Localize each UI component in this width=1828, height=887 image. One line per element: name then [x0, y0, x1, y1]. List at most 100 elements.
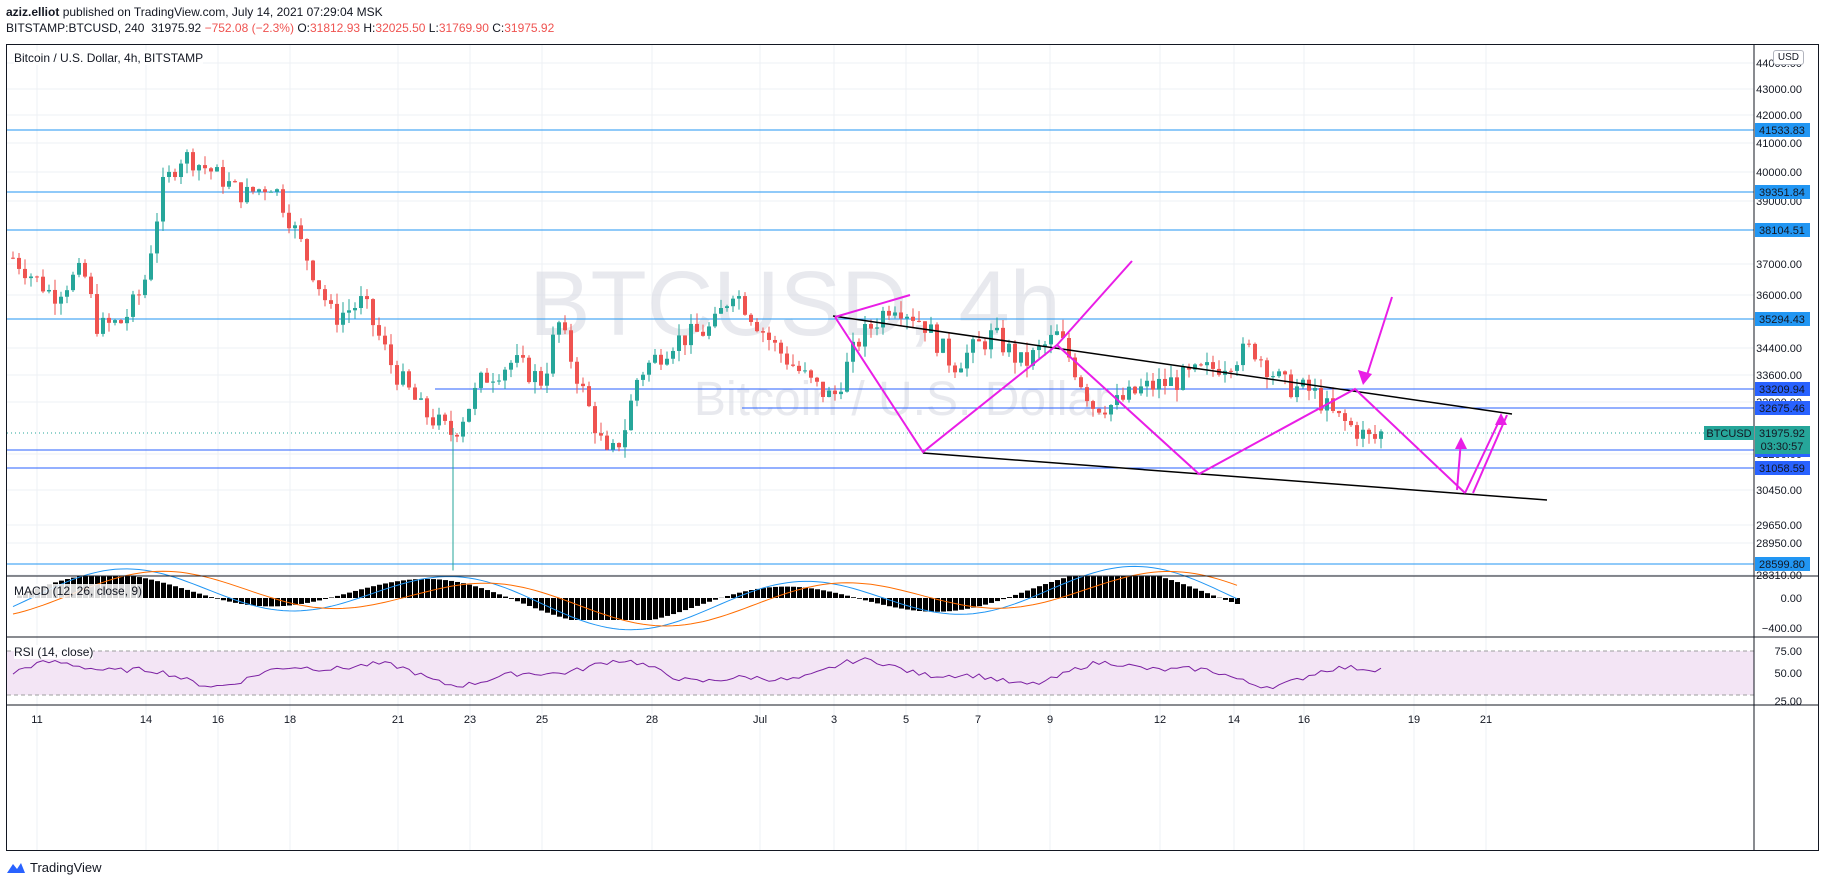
- candle-body: [1259, 359, 1263, 361]
- macd-bar: [1163, 578, 1168, 598]
- candle-body: [1091, 401, 1095, 409]
- upper-trend-line[interactable]: [832, 315, 1513, 415]
- open-value: 31812.93: [309, 21, 361, 35]
- macd-bar: [977, 598, 982, 607]
- horizontal-levels[interactable]: [7, 129, 1754, 565]
- level-label: 41533.83: [1759, 125, 1805, 137]
- macd-bar: [263, 598, 268, 607]
- candle-body: [269, 191, 273, 193]
- price-tick: 33600.00: [1756, 370, 1802, 382]
- price-tick: 42000.00: [1756, 110, 1802, 122]
- macd-bar: [1013, 594, 1018, 598]
- candle-body: [311, 260, 315, 281]
- candle-body: [593, 406, 597, 434]
- candle-body: [35, 276, 39, 278]
- candle-body: [893, 312, 897, 316]
- candle-body: [221, 167, 225, 187]
- macd-bar: [893, 598, 898, 608]
- macd-bar: [1139, 576, 1144, 598]
- macd-bar: [887, 598, 892, 607]
- candle-body: [467, 408, 471, 422]
- candle-body: [1043, 344, 1047, 347]
- candle-body: [383, 335, 387, 345]
- time-tick: 3: [831, 714, 837, 726]
- candle-body: [305, 239, 309, 261]
- tradingview-brand[interactable]: TradingView: [30, 860, 102, 875]
- currency-badge[interactable]: USD: [1772, 50, 1804, 65]
- candle-body: [791, 364, 795, 366]
- candle-body: [917, 320, 921, 322]
- candle-body: [125, 316, 129, 324]
- candle-body: [1241, 343, 1245, 366]
- arrow-peak[interactable]: [1056, 260, 1133, 346]
- candle-body: [359, 296, 363, 308]
- candle-body: [521, 355, 525, 358]
- chart-canvas[interactable]: BTCUSD, 4h Bitcoin / U.S. Dollar 0.00 −40…: [7, 45, 1818, 850]
- candle-body: [635, 379, 639, 401]
- macd-bar: [1229, 598, 1234, 602]
- macd-bar: [569, 598, 574, 620]
- candle-body: [821, 381, 825, 397]
- price-axis[interactable]: 44000.0043000.0042000.0041000.0040000.00…: [1756, 58, 1802, 582]
- candle-body: [1175, 377, 1179, 390]
- time-axis[interactable]: 11 14 16 18 21 23 25 28 Jul 3 5 7 9 12 14 16 19 21: [31, 714, 1492, 726]
- candle-body: [293, 225, 297, 229]
- candle-body: [239, 182, 243, 203]
- candle-body: [437, 414, 441, 426]
- macd-bar: [413, 579, 418, 598]
- wave-up-2[interactable]: [1472, 414, 1508, 494]
- publisher-line: aziz.elliot published on TradingView.com…: [6, 4, 554, 20]
- rsi-pane: 75.00 50.00 25.00: [7, 646, 1802, 708]
- macd-bar: [539, 598, 544, 611]
- candle-body: [833, 390, 837, 395]
- macd-bar: [659, 598, 664, 618]
- level-label: 35294.43: [1759, 314, 1805, 326]
- macd-bar: [1235, 598, 1240, 604]
- drawings[interactable]: [832, 260, 1548, 501]
- candle-body: [17, 257, 21, 269]
- candle-body: [707, 326, 711, 336]
- candle-body: [233, 181, 237, 183]
- candle-body: [599, 433, 603, 436]
- candle-body: [527, 357, 531, 383]
- candle-body: [443, 414, 447, 421]
- candle-body: [407, 371, 411, 388]
- arrow-down[interactable]: [1366, 296, 1393, 376]
- candle-body: [1235, 365, 1239, 371]
- candle-body: [665, 358, 669, 365]
- macd-bar: [1007, 597, 1012, 598]
- candle-body: [1037, 346, 1041, 351]
- candle-body: [911, 316, 915, 321]
- level-label: 38104.51: [1759, 225, 1805, 237]
- macd-bar: [755, 588, 760, 598]
- publisher-name[interactable]: aziz.elliot: [6, 5, 60, 19]
- candle-body: [341, 312, 345, 325]
- lower-trend-line[interactable]: [922, 452, 1548, 501]
- macd-bar: [785, 586, 790, 598]
- wave-up-1[interactable]: [1464, 416, 1502, 494]
- candle-body: [191, 152, 195, 171]
- time-tick: 7: [975, 714, 981, 726]
- wave-polyline[interactable]: [834, 316, 1466, 494]
- macd-bar: [581, 598, 586, 620]
- macd-bar: [1187, 586, 1192, 598]
- candle-body: [1133, 386, 1137, 394]
- candle-body: [503, 369, 507, 381]
- macd-bar: [347, 592, 352, 598]
- arrow-top-left[interactable]: [834, 294, 911, 318]
- candle-body: [1169, 377, 1173, 386]
- candle-body: [1271, 376, 1275, 378]
- macd-bar: [1109, 576, 1114, 598]
- macd-bar: [1103, 576, 1108, 598]
- candle-body: [839, 391, 843, 395]
- macd-bar: [695, 598, 700, 606]
- time-tick: 14: [140, 714, 152, 726]
- macd-bar: [605, 598, 610, 620]
- chart-frame[interactable]: BTCUSD, 4h Bitcoin / U.S. Dollar 0.00 −40…: [6, 44, 1819, 851]
- macd-bar: [989, 598, 994, 603]
- candle-body: [1349, 420, 1353, 426]
- candle-body: [677, 335, 681, 351]
- candle-body: [167, 171, 171, 177]
- candle-body: [143, 279, 147, 296]
- macd-bar: [953, 598, 958, 611]
